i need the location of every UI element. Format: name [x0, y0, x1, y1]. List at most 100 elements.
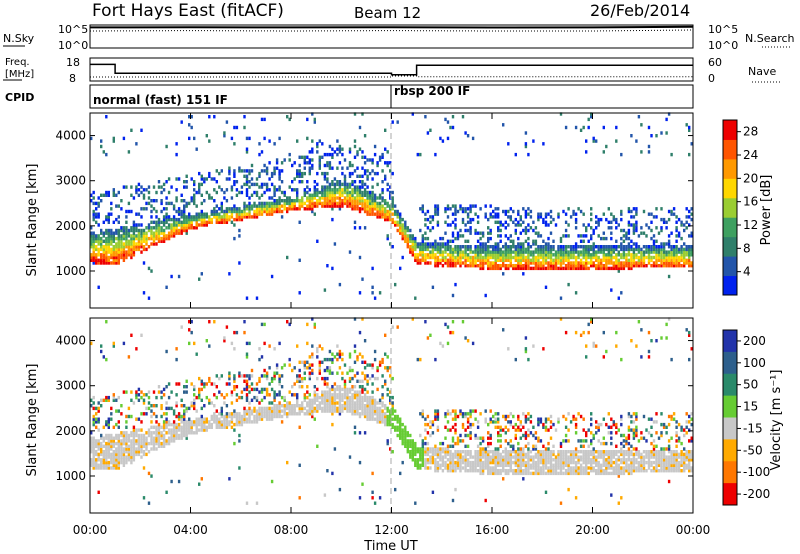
power-cell: [406, 245, 409, 249]
power-cell: [160, 201, 163, 206]
power-cell: [278, 201, 281, 206]
velocity-cell: [112, 463, 115, 467]
velocity-cell: [180, 420, 183, 424]
power-cell: [283, 207, 286, 211]
power-cell: [185, 201, 188, 206]
power-cell: [602, 125, 605, 130]
velocity-cell: [102, 460, 105, 465]
power-cell: [122, 245, 126, 249]
power-cell: [590, 264, 593, 268]
velocity-cell: [464, 469, 467, 473]
power-cell: [436, 204, 440, 208]
power-cell: [602, 247, 605, 252]
power-cell: [152, 239, 156, 243]
power-cell: [389, 185, 392, 189]
velocity-cell: [326, 357, 329, 362]
power-cell: [466, 239, 470, 243]
power-cell: [353, 185, 357, 189]
power-cell: [562, 209, 565, 214]
velocity-cell: [421, 450, 424, 454]
power-cell: [142, 291, 146, 295]
velocity-cell: [316, 406, 319, 411]
power-cell: [308, 196, 311, 200]
power-cell: [497, 215, 500, 219]
power-cell: [637, 247, 641, 252]
velocity-cell: [514, 433, 517, 438]
power-cell: [607, 247, 610, 252]
power-cell: [537, 212, 540, 216]
velocity-cell: [481, 450, 485, 454]
velocity-cell: [456, 441, 460, 446]
power-cell: [286, 196, 289, 200]
power-cell: [610, 212, 613, 216]
power-cell: [105, 193, 108, 197]
power-cell: [248, 169, 251, 173]
power-cell: [507, 215, 510, 219]
power-cell: [165, 220, 168, 224]
power-cell: [130, 247, 133, 252]
velocity-cell: [291, 368, 294, 373]
velocity-cell: [177, 433, 181, 438]
velocity-cell: [228, 412, 231, 416]
velocity-cell: [120, 412, 123, 416]
velocity-cell: [328, 357, 332, 362]
velocity-cell: [137, 393, 141, 397]
power-cell: [476, 258, 480, 262]
velocity-cell: [363, 366, 367, 370]
power-cell: [97, 250, 100, 254]
velocity-cell: [542, 450, 545, 454]
power-cell: [132, 247, 136, 252]
velocity-cell: [466, 339, 470, 343]
velocity-cell: [464, 455, 467, 459]
power-cell: [690, 245, 693, 249]
power-cell: [240, 212, 244, 216]
velocity-cell: [534, 466, 538, 470]
power-cell: [512, 220, 515, 224]
power-cell: [162, 228, 166, 233]
power-cell: [386, 163, 389, 168]
power-cell: [479, 266, 482, 271]
power-cell: [582, 245, 585, 249]
power-cell: [647, 258, 651, 262]
power-cell: [275, 188, 279, 192]
velocity-cell: [105, 458, 108, 462]
power-cell: [456, 255, 460, 260]
velocity-cell: [519, 469, 522, 473]
velocity-cell: [135, 347, 138, 351]
power-cell: [441, 255, 445, 260]
power-cell: [602, 264, 605, 268]
power-cell: [399, 220, 402, 224]
velocity-cell: [436, 452, 440, 457]
velocity-cell: [499, 444, 502, 448]
velocity-cell: [366, 382, 369, 386]
power-cell: [657, 247, 661, 252]
power-cell: [288, 185, 291, 189]
power-cell: [391, 207, 394, 211]
power-cell: [444, 255, 447, 260]
power-cell: [446, 253, 450, 257]
velocity-cell: [117, 436, 120, 440]
power-cell: [421, 250, 424, 254]
power-cell: [122, 226, 126, 230]
power-cell: [660, 207, 663, 211]
velocity-cell: [389, 374, 392, 378]
velocity-cell: [549, 414, 553, 419]
velocity-cell: [175, 428, 178, 432]
power-cell: [610, 258, 613, 262]
power-cell: [451, 115, 455, 119]
velocity-cell: [280, 420, 284, 424]
velocity-cell: [424, 422, 427, 427]
velocity-cell: [102, 398, 105, 402]
power-cell: [597, 255, 600, 260]
velocity-cell: [175, 357, 178, 362]
power-cell: [373, 171, 377, 176]
velocity-cell: [120, 431, 123, 435]
power-cell: [170, 234, 173, 238]
power-cell: [135, 190, 138, 195]
power-cell: [298, 207, 301, 211]
velocity-cell: [341, 398, 344, 402]
power-cell: [175, 217, 178, 222]
power-cell: [444, 117, 447, 122]
power-cell: [137, 228, 141, 233]
power-cell: [115, 236, 118, 241]
